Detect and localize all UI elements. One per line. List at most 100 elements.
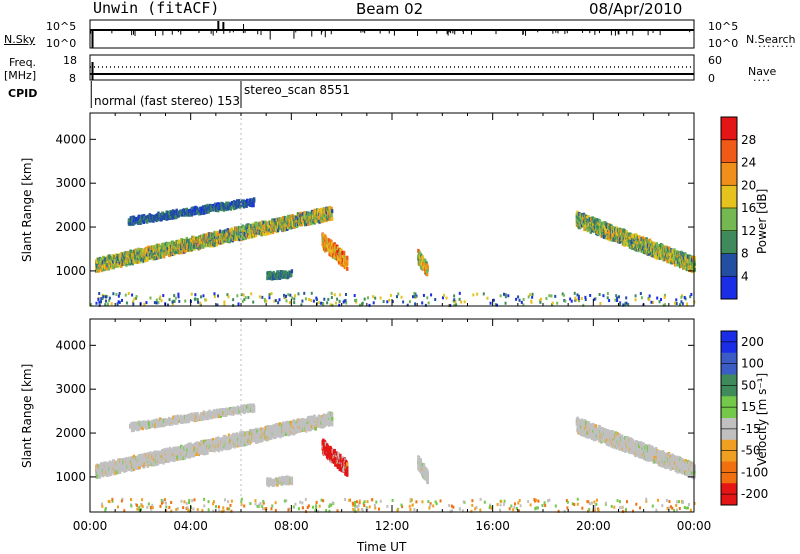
power-panel-ground-scatter bbox=[199, 301, 202, 305]
velocity-panel-cell bbox=[257, 439, 261, 444]
power-panel-cell bbox=[95, 261, 99, 266]
power-panel-ground-scatter bbox=[329, 303, 332, 307]
velocity-panel-cell bbox=[137, 465, 140, 470]
power-panel-ytick-label: 1000 bbox=[55, 264, 86, 278]
power-panel-cell bbox=[225, 230, 228, 235]
velocity-panel-cell bbox=[222, 438, 225, 443]
power-panel-cell bbox=[582, 214, 585, 219]
velocity-panel-cell bbox=[152, 456, 156, 461]
power-panel-cell bbox=[276, 220, 280, 225]
power-panel-cell bbox=[140, 257, 143, 262]
velocity-panel-cell bbox=[199, 442, 202, 447]
power-panel-ground-scatter bbox=[102, 295, 105, 299]
power-panel-cell bbox=[141, 259, 144, 264]
power-panel-cell bbox=[116, 253, 119, 258]
power-panel-ground-scatter bbox=[538, 299, 541, 303]
power-panel-ground-scatter bbox=[117, 300, 120, 304]
power-panel-ground-scatter bbox=[98, 291, 101, 295]
power-panel-ground-scatter bbox=[531, 292, 534, 296]
power-panel-ground-scatter bbox=[680, 295, 683, 299]
velocity-panel-cell bbox=[193, 442, 196, 447]
power-panel-cell bbox=[110, 265, 114, 270]
velocity-panel-cell bbox=[168, 457, 172, 462]
velocity-panel-cell bbox=[256, 437, 260, 442]
power-panel-cell bbox=[213, 237, 217, 242]
velocity-panel-cell bbox=[264, 437, 268, 442]
velocity-panel-cell bbox=[130, 467, 133, 472]
power-panel-cell bbox=[120, 263, 123, 268]
power-panel-cell bbox=[693, 255, 696, 260]
power-panel-cell bbox=[276, 275, 280, 280]
power-panel-cell bbox=[241, 236, 244, 241]
power-panel-ground-scatter bbox=[606, 296, 609, 300]
power-panel-cell bbox=[270, 272, 273, 277]
velocity-panel-cell bbox=[273, 429, 276, 434]
power-panel-cell bbox=[649, 248, 653, 253]
power-panel-cell bbox=[418, 250, 421, 255]
power-panel-cell bbox=[234, 226, 238, 231]
velocity-panel-cell bbox=[105, 473, 109, 478]
power-panel-cell bbox=[337, 255, 340, 260]
power-panel-ground-scatter bbox=[173, 299, 176, 303]
power-panel-cell bbox=[639, 236, 642, 241]
power-panel-ground-scatter bbox=[675, 298, 678, 302]
power-panel-cell bbox=[284, 218, 287, 223]
power-panel-cell bbox=[685, 254, 689, 259]
power-panel-cell bbox=[310, 214, 313, 219]
power-panel-cell bbox=[594, 222, 597, 227]
nave-dots: ···· bbox=[753, 74, 771, 87]
power-panel-cell bbox=[693, 259, 696, 264]
power-panel-ground-scatter bbox=[453, 294, 456, 298]
power-panel-ground-scatter bbox=[686, 302, 689, 306]
power-panel-cell bbox=[240, 233, 243, 238]
power-panel-ground-scatter bbox=[202, 294, 205, 298]
velocity-panel-cell bbox=[189, 442, 192, 447]
power-panel-cell bbox=[587, 221, 591, 226]
power-panel-cell bbox=[419, 255, 422, 260]
beam-title: Beam 02 bbox=[356, 0, 424, 18]
power-panel-cell bbox=[346, 266, 349, 271]
power-panel-cell bbox=[271, 276, 275, 281]
power-panel-cell bbox=[142, 258, 146, 263]
power-panel-ground-scatter bbox=[499, 294, 502, 298]
power-panel-ground-scatter bbox=[618, 302, 621, 306]
power-panel-cell bbox=[144, 258, 147, 263]
power-panel-cell bbox=[106, 255, 109, 260]
power-panel-cell bbox=[576, 215, 580, 220]
power-panel-cell bbox=[171, 209, 175, 214]
velocity-panel-cell bbox=[143, 452, 146, 457]
power-panel-ground-scatter bbox=[427, 301, 430, 305]
power-panel-ground-scatter bbox=[492, 298, 495, 302]
velocity-panel-cell bbox=[104, 466, 107, 471]
power-panel-ground-scatter bbox=[297, 292, 300, 296]
power-panel-ground-scatter bbox=[308, 297, 311, 301]
velocity-panel-cell bbox=[178, 454, 182, 459]
velocity-panel-cell bbox=[219, 437, 223, 442]
power-panel-cell bbox=[692, 255, 695, 260]
power-panel-cell bbox=[201, 244, 205, 249]
power-panel-cell bbox=[585, 219, 588, 224]
power-panel-ground-scatter bbox=[155, 301, 158, 305]
velocity-panel-cell bbox=[120, 461, 123, 466]
power-panel-cell bbox=[601, 228, 604, 233]
power-panel-cell bbox=[640, 237, 643, 242]
velocity-panel-cell bbox=[171, 457, 175, 462]
power-panel-cell bbox=[234, 205, 237, 210]
power-panel-cell bbox=[151, 214, 154, 219]
power-panel-cell bbox=[208, 203, 212, 208]
power-panel-cell bbox=[578, 211, 581, 216]
power-panel-cell bbox=[302, 211, 305, 216]
velocity-panel-cell bbox=[138, 462, 141, 467]
power-panel-ground-scatter bbox=[650, 300, 653, 304]
nsearch-dots: ········ bbox=[758, 40, 794, 53]
power-panel-ground-scatter bbox=[264, 299, 267, 303]
power-panel-cell bbox=[203, 243, 206, 248]
power-panel-cell bbox=[653, 242, 657, 247]
power-panel-cell bbox=[131, 261, 134, 266]
power-panel-cell bbox=[217, 236, 221, 241]
power-panel-cell bbox=[166, 247, 170, 252]
power-panel-ground-scatter bbox=[379, 296, 382, 300]
power-panel-cell bbox=[191, 206, 194, 211]
power-panel-ground-scatter bbox=[472, 293, 475, 297]
power-panel-cell bbox=[203, 210, 206, 215]
